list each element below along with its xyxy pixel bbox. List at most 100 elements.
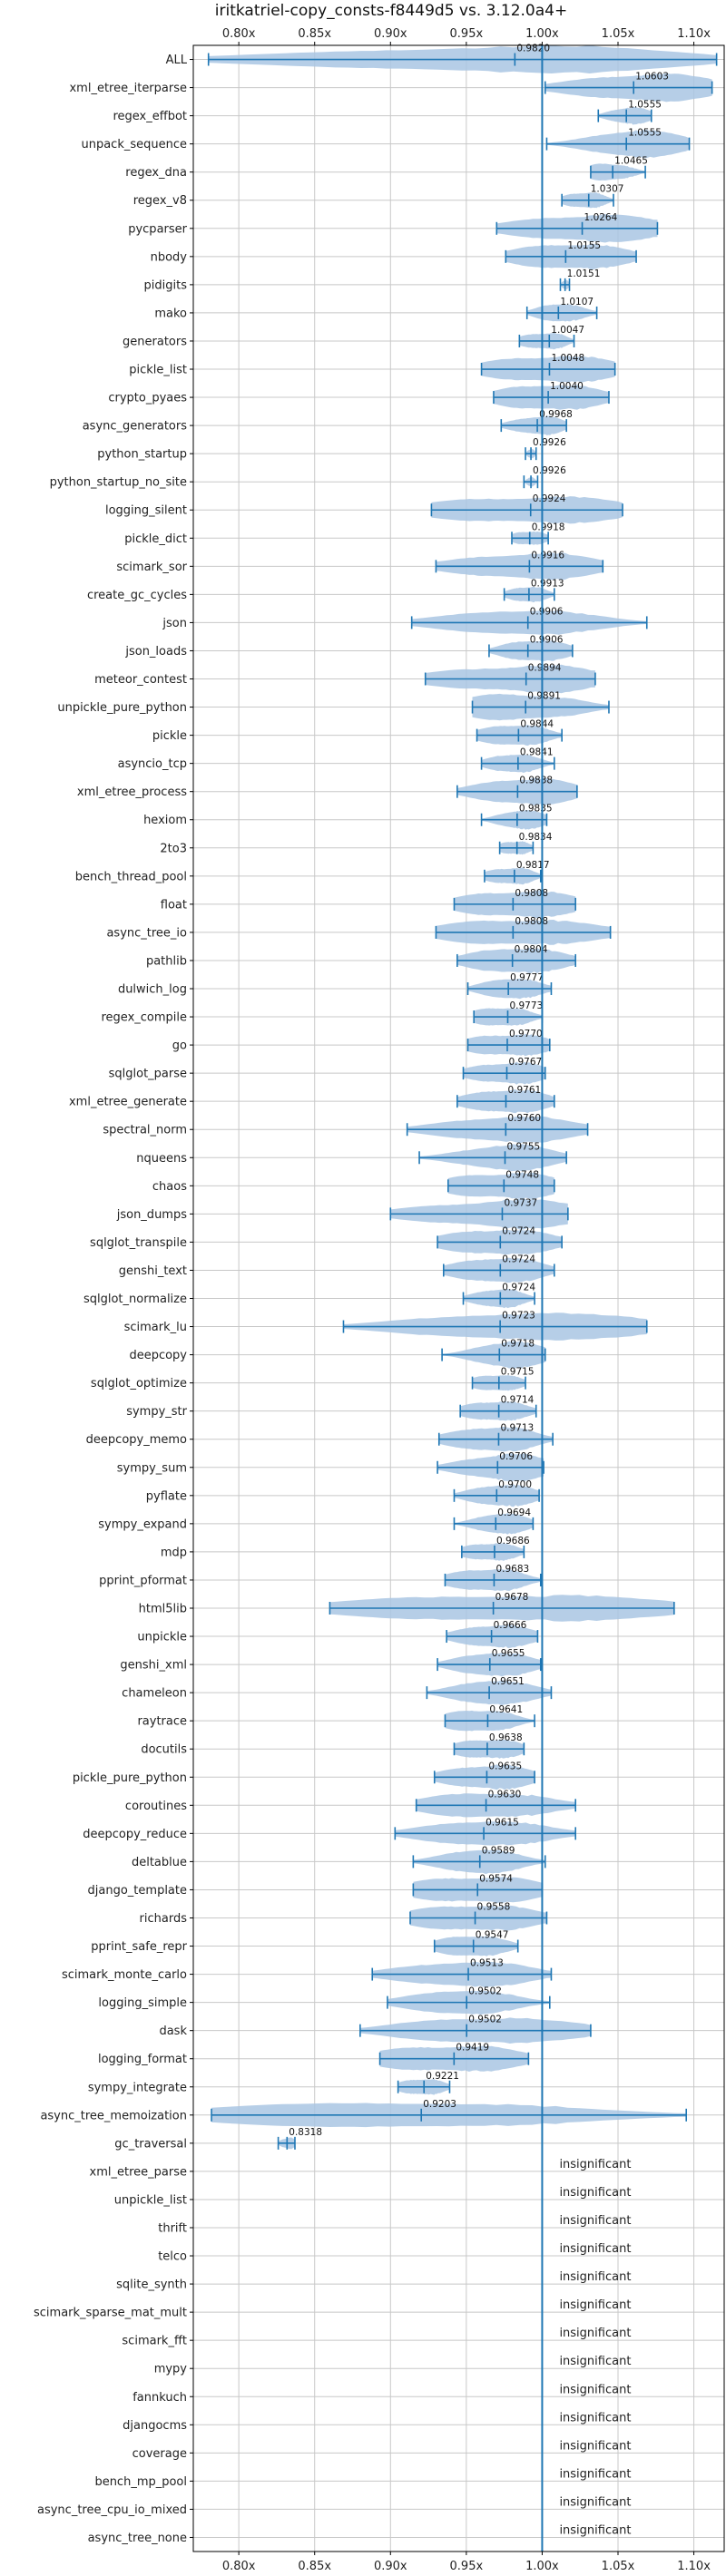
- value-label: 1.0107: [560, 297, 594, 307]
- benchmark-label: pidigits: [144, 278, 188, 292]
- benchmark-label: generators: [123, 335, 187, 348]
- value-label: 0.9715: [501, 1367, 535, 1378]
- x-tick-label-bottom: 0.85x: [298, 2560, 331, 2573]
- benchmark-label: unpickle_pure_python: [57, 701, 187, 715]
- value-label: 0.9724: [502, 1225, 535, 1236]
- insignificant-label: insignificant: [559, 2214, 631, 2228]
- x-tick-label-top: 0.90x: [374, 27, 407, 41]
- insignificant-label: insignificant: [559, 2383, 631, 2396]
- insignificant-label: insignificant: [559, 2298, 631, 2312]
- benchmark-label: regex_effbot: [113, 110, 187, 123]
- value-label: 0.9808: [515, 888, 548, 899]
- value-label: 1.0040: [550, 381, 584, 392]
- value-label: 1.0307: [591, 184, 624, 195]
- value-label: 0.9924: [533, 493, 566, 504]
- value-label: 0.9630: [488, 1789, 522, 1800]
- benchmark-label: pprint_pformat: [99, 1574, 187, 1587]
- benchmark-label: logging_silent: [105, 504, 187, 518]
- benchmark-label: mako: [154, 307, 187, 320]
- benchmark-label: xml_etree_iterparse: [69, 82, 187, 95]
- benchmark-label: deltablue: [132, 1856, 187, 1869]
- benchmark-label: genshi_text: [119, 1264, 187, 1278]
- value-label: 0.9755: [506, 1141, 540, 1152]
- benchmark-label: deepcopy: [129, 1349, 187, 1362]
- value-label: 1.0151: [567, 268, 601, 279]
- value-label: 0.9891: [527, 691, 561, 702]
- benchmark-label: sqlglot_normalize: [83, 1293, 187, 1306]
- x-tick-label-bottom: 0.90x: [374, 2560, 407, 2573]
- plot-frame: [192, 44, 725, 2552]
- x-tick-label-top: 1.00x: [525, 27, 559, 41]
- value-label: 0.9502: [468, 1986, 502, 1997]
- value-label: 0.9820: [516, 44, 550, 54]
- benchmark-label: genshi_xml: [120, 1659, 187, 1673]
- x-tick-label-top: 0.85x: [298, 27, 331, 41]
- benchmark-label: regex_compile: [101, 1011, 187, 1025]
- value-label: 0.9635: [488, 1761, 522, 1771]
- benchmark-label: async_tree_io: [106, 926, 187, 940]
- benchmark-label: sympy_sum: [117, 1461, 187, 1475]
- benchmark-label: scimark_fft: [122, 2335, 187, 2348]
- benchmark-label: crypto_pyaes: [108, 392, 187, 405]
- benchmark-label: asyncio_tcp: [118, 757, 187, 771]
- benchmark-label: dask: [159, 2025, 187, 2038]
- value-label: 0.9916: [531, 550, 564, 561]
- insignificant-label: insignificant: [559, 2467, 631, 2481]
- benchmark-label: python_startup: [97, 448, 187, 462]
- benchmark-label: spectral_norm: [103, 1124, 187, 1137]
- value-label: 0.9918: [532, 522, 565, 532]
- benchmark-label: sqlglot_transpile: [90, 1236, 187, 1250]
- value-label: 0.9968: [539, 409, 573, 420]
- x-tick-label-bottom: 1.10x: [677, 2560, 711, 2573]
- benchmark-label: async_tree_cpu_io_mixed: [37, 2503, 187, 2517]
- benchmark-label: pickle_pure_python: [73, 1771, 187, 1785]
- value-label: 1.0047: [551, 325, 584, 336]
- value-label: 0.9770: [509, 1029, 543, 1039]
- value-label: 0.9808: [515, 916, 548, 927]
- benchmark-label: scimark_sparse_mat_mult: [34, 2307, 187, 2320]
- benchmark-label: logging_format: [98, 2053, 187, 2066]
- insignificant-label: insignificant: [559, 2523, 631, 2537]
- benchmark-label: float: [161, 898, 187, 912]
- value-label: 0.9773: [509, 1000, 543, 1011]
- insignificant-label: insignificant: [559, 2242, 631, 2256]
- value-label: 0.9651: [491, 1676, 525, 1687]
- axes-layer: ALL xml_etree_iterparse regex_effbotunpack…: [34, 27, 725, 2573]
- value-label: 0.9804: [515, 944, 548, 955]
- value-label: 0.9419: [456, 2043, 489, 2054]
- benchmark-label: mdp: [161, 1546, 187, 1559]
- benchmark-label: deepcopy_memo: [86, 1433, 187, 1447]
- benchmark-label: dulwich_log: [118, 983, 187, 997]
- insignificant-label: insignificant: [559, 2495, 631, 2509]
- benchmark-label: hexiom: [143, 814, 187, 827]
- benchmark-label: chaos: [152, 1180, 187, 1194]
- benchmark-label: ALL: [166, 54, 188, 67]
- benchmark-label: bench_thread_pool: [75, 870, 187, 883]
- benchmark-label: python_startup_no_site: [50, 476, 187, 490]
- value-label: 0.9723: [502, 1311, 535, 1322]
- value-label: 0.9926: [533, 437, 566, 448]
- value-label: 0.9694: [497, 1508, 531, 1518]
- insignificant-label: insignificant: [559, 2327, 631, 2340]
- x-tick-label-top: 1.05x: [602, 27, 635, 41]
- benchmark-label: sympy_expand: [98, 1517, 187, 1531]
- value-label: 0.9844: [520, 719, 554, 730]
- x-tick-label-top: 1.10x: [677, 27, 711, 41]
- benchmark-label: pickle_list: [129, 364, 187, 377]
- value-label: 0.9678: [495, 1592, 529, 1603]
- benchmark-label: xml_etree_generate: [69, 1096, 187, 1109]
- benchmark-label: thrift: [158, 2221, 187, 2235]
- benchmark-label: xml_etree_process: [77, 785, 187, 799]
- benchmark-label: pickle: [152, 729, 187, 743]
- benchmark-label: unpack_sequence: [81, 138, 187, 151]
- value-label: 0.9203: [423, 2099, 456, 2110]
- value-label: 0.9894: [528, 663, 562, 674]
- benchmark-label: sympy_integrate: [88, 2081, 187, 2094]
- x-tick-label-bottom: 0.80x: [222, 2560, 256, 2573]
- benchmark-label: nqueens: [136, 1152, 187, 1166]
- benchmark-label: mypy: [154, 2363, 188, 2376]
- benchmark-label: docutils: [141, 1743, 187, 1757]
- value-label: 0.9502: [468, 2015, 502, 2025]
- grid-layer: [193, 45, 724, 2552]
